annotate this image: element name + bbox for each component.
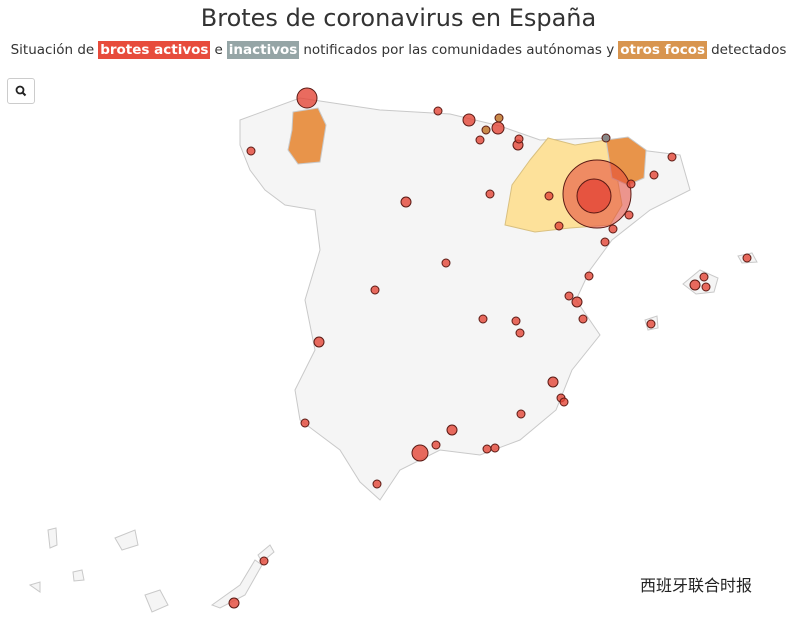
outbreak — [313, 336, 325, 348]
outbreak — [462, 113, 476, 127]
outbreak — [475, 135, 485, 145]
outbreak — [372, 479, 382, 489]
outbreak — [547, 376, 559, 388]
outbreak — [478, 314, 488, 324]
subtitle-text: e — [214, 42, 223, 58]
la-gomera — [72, 569, 85, 582]
outbreak — [646, 319, 656, 329]
outbreak — [259, 556, 269, 566]
outbreak — [400, 196, 412, 208]
outbreak — [564, 291, 574, 301]
search-button[interactable] — [7, 78, 35, 104]
outbreak — [699, 272, 709, 282]
outbreaks — [228, 87, 752, 609]
title: Brotes de coronavirus en España — [200, 4, 597, 32]
subtitle-text: notificados por las comunidades autónoma… — [303, 42, 615, 58]
legend-active: brotes activos — [98, 41, 211, 59]
outbreak — [441, 258, 451, 268]
outbreak — [482, 444, 492, 454]
gran-canaria — [144, 589, 169, 613]
el-hierro — [28, 581, 41, 593]
outbreak — [601, 133, 611, 143]
subtitle-text: Situación de — [10, 42, 95, 58]
legend-inactive: inactivos — [226, 41, 300, 59]
outbreak — [514, 134, 524, 144]
subtitle: Situación de brotes activos e inactivos noti… — [0, 41, 797, 59]
outbreak — [516, 409, 526, 419]
la-palma — [47, 527, 58, 549]
outbreak — [584, 271, 594, 281]
outbreak — [608, 224, 618, 234]
outbreak — [626, 179, 636, 189]
outbreak — [578, 314, 588, 324]
mallorca — [682, 269, 719, 295]
outbreak — [246, 146, 256, 156]
outbreak — [559, 397, 569, 407]
outbreak — [689, 279, 701, 291]
outbreak — [494, 113, 504, 123]
outbreak — [481, 125, 491, 135]
outbreak — [600, 237, 610, 247]
outbreak — [296, 87, 318, 109]
outbreak — [431, 440, 441, 450]
outbreak — [370, 285, 380, 295]
subtitle-text: detectados — [711, 42, 787, 58]
outbreak — [485, 189, 495, 199]
outbreak — [742, 253, 752, 263]
outbreak — [544, 191, 554, 201]
outbreak — [433, 106, 443, 116]
outbreak — [411, 444, 429, 462]
outbreak — [511, 316, 521, 326]
outbreak — [491, 121, 505, 135]
outbreak — [649, 170, 659, 180]
outbreak — [515, 328, 525, 338]
tenerife — [114, 529, 139, 551]
outbreak — [490, 443, 500, 453]
outbreak — [228, 597, 240, 609]
region-other-galicia — [287, 107, 327, 165]
outbreak — [571, 296, 583, 308]
legend-other: otros focos — [618, 41, 708, 59]
outbreak — [300, 418, 310, 428]
watermark: 西班牙联合时报 — [640, 576, 753, 595]
outbreak — [701, 282, 711, 292]
outbreak — [576, 178, 612, 214]
outbreak — [624, 210, 634, 220]
outbreak — [554, 221, 564, 231]
outbreak — [667, 152, 677, 162]
search-icon — [15, 85, 27, 97]
outbreak — [446, 424, 458, 436]
